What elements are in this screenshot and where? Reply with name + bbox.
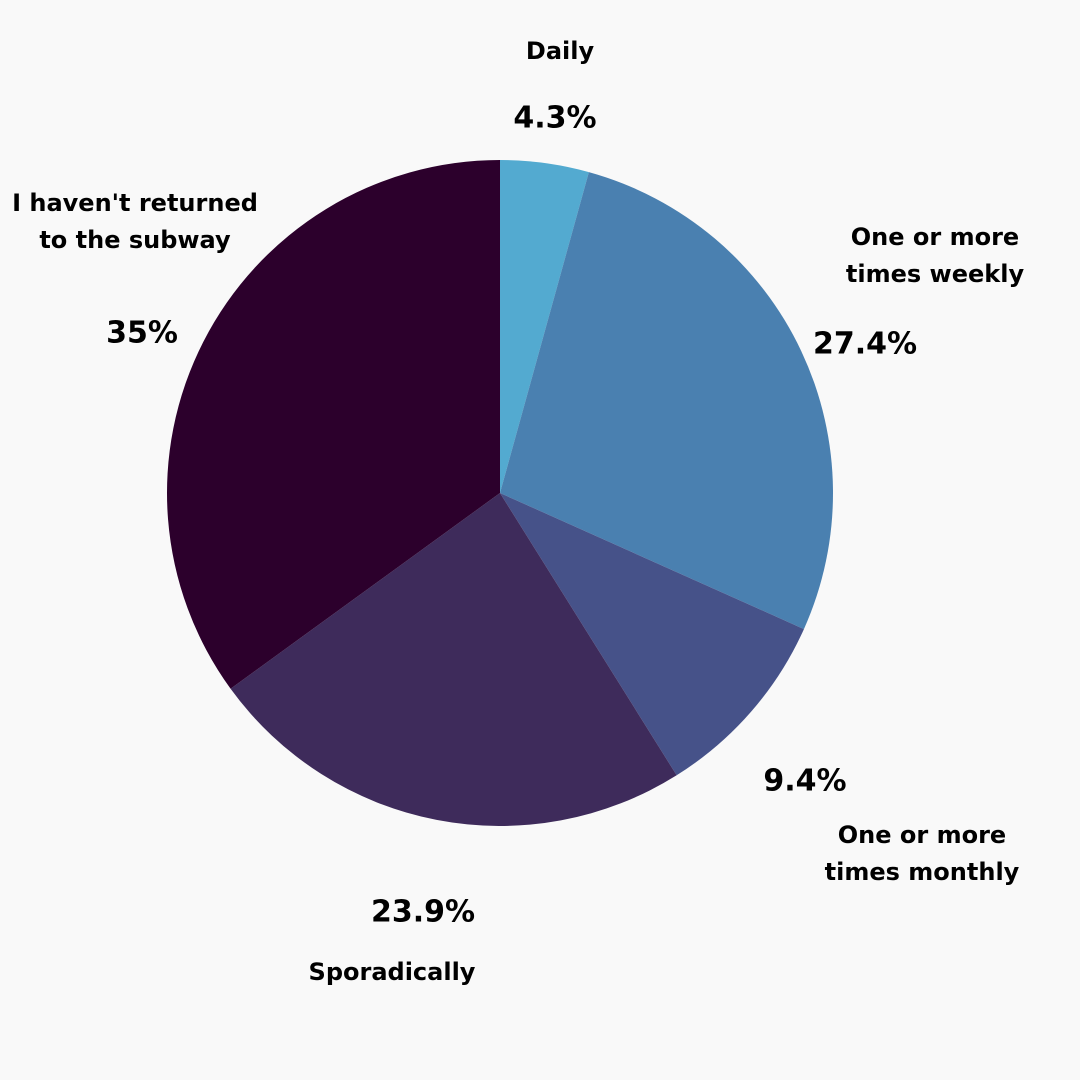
pie-slice [166, 159, 500, 689]
value-label: 9.4% [763, 764, 846, 799]
slice-label: I haven't returned to the subway [12, 189, 258, 254]
slice-label: Daily [526, 37, 595, 65]
pie-slice [500, 493, 804, 776]
pie-slice [230, 493, 677, 827]
slice-label: One or more times weekly [846, 223, 1025, 288]
value-label: 35% [106, 316, 178, 351]
value-label: 4.3% [513, 101, 596, 136]
slice-label: One or more times monthly [825, 821, 1020, 886]
value-label: 27.4% [813, 327, 917, 362]
value-label: 23.9% [371, 895, 475, 930]
slice-label: Sporadically [309, 958, 476, 986]
pie-slice [500, 160, 589, 493]
pie-slice [500, 172, 833, 630]
